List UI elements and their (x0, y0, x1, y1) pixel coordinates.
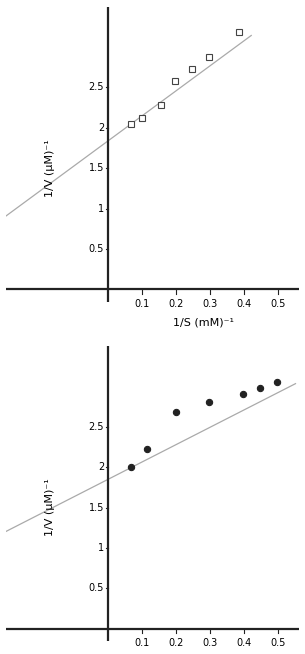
Text: 0.1: 0.1 (135, 299, 150, 309)
Text: 0.2: 0.2 (169, 638, 184, 649)
Text: 0.5: 0.5 (271, 638, 286, 649)
Text: 2: 2 (98, 123, 104, 133)
Text: 0.5: 0.5 (271, 299, 286, 309)
Text: 0.5: 0.5 (89, 583, 104, 593)
Text: 2: 2 (98, 462, 104, 472)
Text: 0.5: 0.5 (89, 244, 104, 254)
Text: 0.2: 0.2 (169, 299, 184, 309)
Text: 0.3: 0.3 (203, 299, 218, 309)
Text: 0.4: 0.4 (237, 299, 252, 309)
Text: 1/V (μM)⁻¹: 1/V (μM)⁻¹ (45, 139, 56, 197)
Text: 0.4: 0.4 (237, 638, 252, 649)
Text: 1/S (mM)⁻¹: 1/S (mM)⁻¹ (173, 318, 234, 328)
Text: 2.5: 2.5 (89, 82, 104, 92)
Text: 1.5: 1.5 (89, 164, 104, 173)
Text: 0.3: 0.3 (203, 638, 218, 649)
Text: 1.5: 1.5 (89, 502, 104, 513)
Text: 1: 1 (98, 203, 104, 214)
Text: 2.5: 2.5 (89, 422, 104, 432)
Text: 0.1: 0.1 (135, 638, 150, 649)
Text: 1/V (μM)⁻¹: 1/V (μM)⁻¹ (45, 479, 56, 536)
Text: 1: 1 (98, 543, 104, 553)
